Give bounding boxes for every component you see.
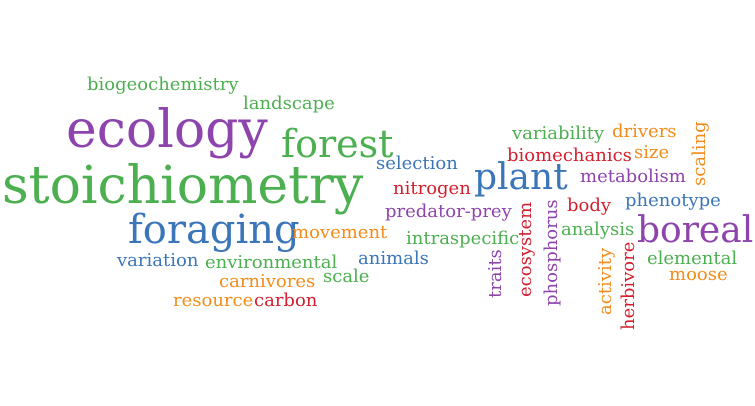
word-herbivore: herbivore [618,241,639,330]
word-carnivores: carnivores [219,271,316,292]
word-selection: selection [376,153,458,174]
word-elemental: elemental [647,248,738,269]
word-boreal: boreal [637,210,754,251]
word-variation: variation [117,250,199,271]
word-animals: animals [358,248,429,269]
word-activity: activity [595,247,616,315]
word-ecosystem: ecosystem [515,201,536,297]
word-forest: forest [281,122,394,166]
word-plant: plant [474,157,568,198]
word-intraspecific: intraspecific [406,228,520,249]
word-ecology: ecology [66,100,268,160]
word-environmental: environmental [205,252,338,273]
word-size: size [634,142,670,163]
word-predator-prey: predator-prey [385,201,512,222]
word-nitrogen: nitrogen [393,178,471,199]
word-biomechanics: biomechanics [507,145,632,166]
word-phosphorus: phosphorus [541,199,562,306]
word-traits: traits [485,249,506,298]
word-scaling: scaling [689,121,710,186]
word-moose: moose [669,264,728,285]
word-carbon: carbon [254,290,318,311]
word-foraging: foraging [128,207,300,253]
word-metabolism: metabolism [580,166,686,187]
word-variability: variability [512,123,605,144]
word-movement: movement [292,222,388,243]
word-biogeochemistry: biogeochemistry [87,74,239,95]
word-landscape: landscape [243,93,335,114]
word-body: body [567,195,612,216]
word-stoichiometry: stoichiometry [2,156,364,216]
word-drivers: drivers [612,121,677,142]
word-analysis: analysis [561,219,635,240]
word-resource: resource [173,290,254,311]
word-phenotype: phenotype [625,190,721,211]
word-scale: scale [323,266,370,287]
